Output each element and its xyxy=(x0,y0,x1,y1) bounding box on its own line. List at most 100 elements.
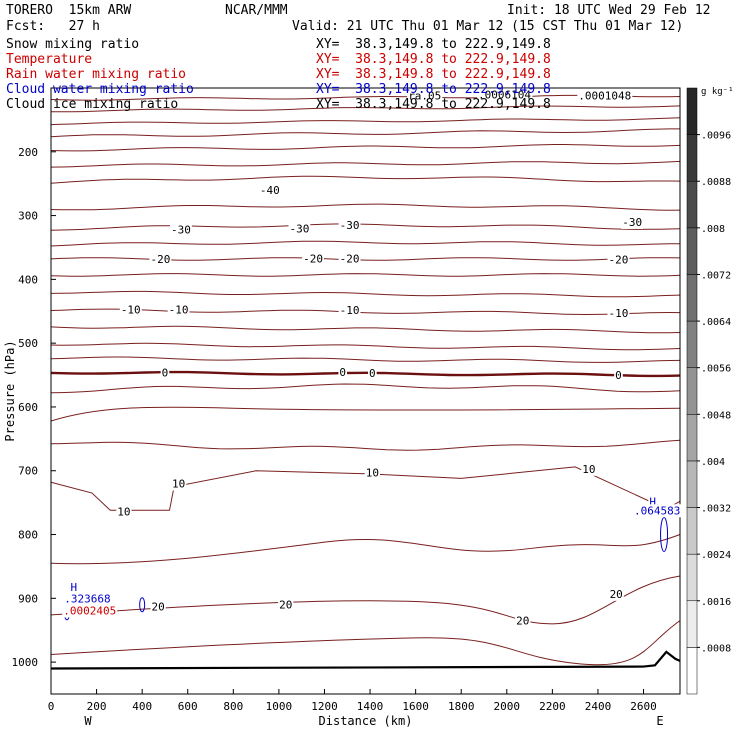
y-axis-label: Pressure (hPa) xyxy=(3,340,17,441)
label-background xyxy=(515,614,531,628)
isotherm-label: -30 xyxy=(289,222,309,235)
y-tick-label: 800 xyxy=(18,529,38,542)
y-tick-label: 200 xyxy=(18,146,38,159)
isotherm xyxy=(50,308,681,316)
label-background xyxy=(614,369,623,383)
colorbar: .0008 .0016 .0024 .0032 .004 .0048 .0056 .0064.… xyxy=(686,87,734,695)
label-background xyxy=(633,504,682,518)
field-xy-range: XY= 38.3,149.8 to 222.9,149.8 xyxy=(316,52,551,67)
isotherm-label: 10 xyxy=(366,467,379,480)
label-background xyxy=(608,587,624,601)
x-tick-label: 1000 xyxy=(266,700,293,713)
isotherm xyxy=(50,439,681,451)
isotherm xyxy=(50,128,680,138)
x-tick-label: 2200 xyxy=(539,700,566,713)
isotherm-label: 20 xyxy=(151,601,164,614)
isotherm-label: -10 xyxy=(121,303,141,316)
isotherm xyxy=(50,94,681,101)
label-background xyxy=(69,580,79,594)
cloud-water-max-value: .323668 xyxy=(64,592,110,605)
isotherm xyxy=(50,117,681,126)
colorbar-segment xyxy=(686,134,698,182)
field-name: Temperature xyxy=(6,52,93,67)
x-tick-label: 2600 xyxy=(630,700,657,713)
isotherm-label: -20 xyxy=(150,253,170,266)
isotherm-label: 20 xyxy=(279,599,292,612)
field-xy-range: XY= 38.3,149.8 to 222.9,149.8 xyxy=(316,97,551,112)
y-tick-label: 400 xyxy=(18,273,38,286)
cloud-water-contour xyxy=(660,517,669,553)
colorbar-segment xyxy=(686,87,698,135)
isotherm-label: -10 xyxy=(609,307,629,320)
colorbar-segment xyxy=(686,367,698,415)
isotherm xyxy=(50,356,681,363)
isotherm-label: -10 xyxy=(169,303,189,316)
cloud-water-max-label: H xyxy=(70,581,77,594)
terrain-line xyxy=(50,650,681,670)
zero-isotherm xyxy=(50,370,681,378)
colorbar-segment xyxy=(686,320,698,368)
rain-max-value: .0002405 xyxy=(63,604,116,617)
isotherm xyxy=(50,203,681,211)
x-tick-label: 0 xyxy=(48,700,55,713)
y-tick-label: 600 xyxy=(18,401,38,414)
label-background xyxy=(648,495,657,509)
colorbar-segment xyxy=(686,227,698,275)
field-name: Snow mixing ratio xyxy=(6,37,140,52)
label-background xyxy=(338,219,361,233)
isotherm-label: 10 xyxy=(117,506,130,519)
top-value-label: ra.05 xyxy=(408,90,441,103)
isotherm-label: -30 xyxy=(171,224,191,237)
isotherm-label: 0 xyxy=(615,369,622,382)
colorbar-segment xyxy=(686,647,698,695)
y-tick-label: 300 xyxy=(18,210,38,223)
label-background xyxy=(150,600,166,614)
label-background xyxy=(477,88,533,102)
isotherm-label: -10 xyxy=(340,304,360,317)
x-tick-label: 2000 xyxy=(494,700,521,713)
init-time: Init: 18 UTC Wed 29 Feb 12 xyxy=(507,3,711,18)
label-background xyxy=(338,303,361,317)
colorbar-tick-label: .0024 xyxy=(701,550,731,561)
label-background xyxy=(167,303,190,317)
isotherm xyxy=(50,290,681,298)
west-label: W xyxy=(84,714,92,728)
label-background xyxy=(607,307,630,321)
x-axis-label: Distance (km) xyxy=(319,714,413,728)
label-background xyxy=(368,367,377,381)
isotherm-label: 0 xyxy=(162,367,169,380)
x-axis: 0 200 400 600 800 1000 1200 1400 1600 1800 2000 220… xyxy=(48,689,664,728)
isotherm-label: -20 xyxy=(609,254,629,267)
label-background xyxy=(302,252,325,266)
colorbar-segment xyxy=(686,460,698,508)
y-tick-label: 1000 xyxy=(12,656,39,669)
label-background xyxy=(119,303,142,317)
isotherm xyxy=(50,466,681,511)
field-xy-range: XY= 38.3,149.8 to 222.9,149.8 xyxy=(316,82,551,97)
isotherm xyxy=(50,240,681,247)
isotherm xyxy=(50,223,681,231)
colorbar-tick-label: .008 xyxy=(701,224,725,235)
isotherm xyxy=(50,534,681,565)
colorbar-segment xyxy=(686,274,698,322)
x-tick-label: 2400 xyxy=(585,700,612,713)
top-value-label: .0001048 xyxy=(578,90,631,103)
x-tick-label: 1600 xyxy=(402,700,429,713)
x-tick-label: 1800 xyxy=(448,700,475,713)
top-value-label: .0006104 xyxy=(478,88,531,101)
field-name: Cloud ice mixing ratio xyxy=(6,97,179,112)
label-background xyxy=(288,222,311,236)
isotherm xyxy=(50,383,681,394)
x-tick-label: 600 xyxy=(178,700,198,713)
isotherm xyxy=(50,144,681,152)
isotherm xyxy=(50,342,681,351)
org-title: NCAR/MMM xyxy=(225,3,288,18)
cloud-water-max-label: H xyxy=(649,495,656,508)
east-label: E xyxy=(656,714,663,728)
isotherm-label: 20 xyxy=(610,588,623,601)
isotherm-label: 0 xyxy=(339,366,346,379)
isotherm-label: 10 xyxy=(172,477,185,490)
contour-labels: -40 -30 -30 -30 -30 -20 -20 -20 -20 -10 -10 -10 -10 0… xyxy=(62,88,682,628)
x-tick-label: 400 xyxy=(132,700,152,713)
terrain-surface xyxy=(50,650,681,670)
